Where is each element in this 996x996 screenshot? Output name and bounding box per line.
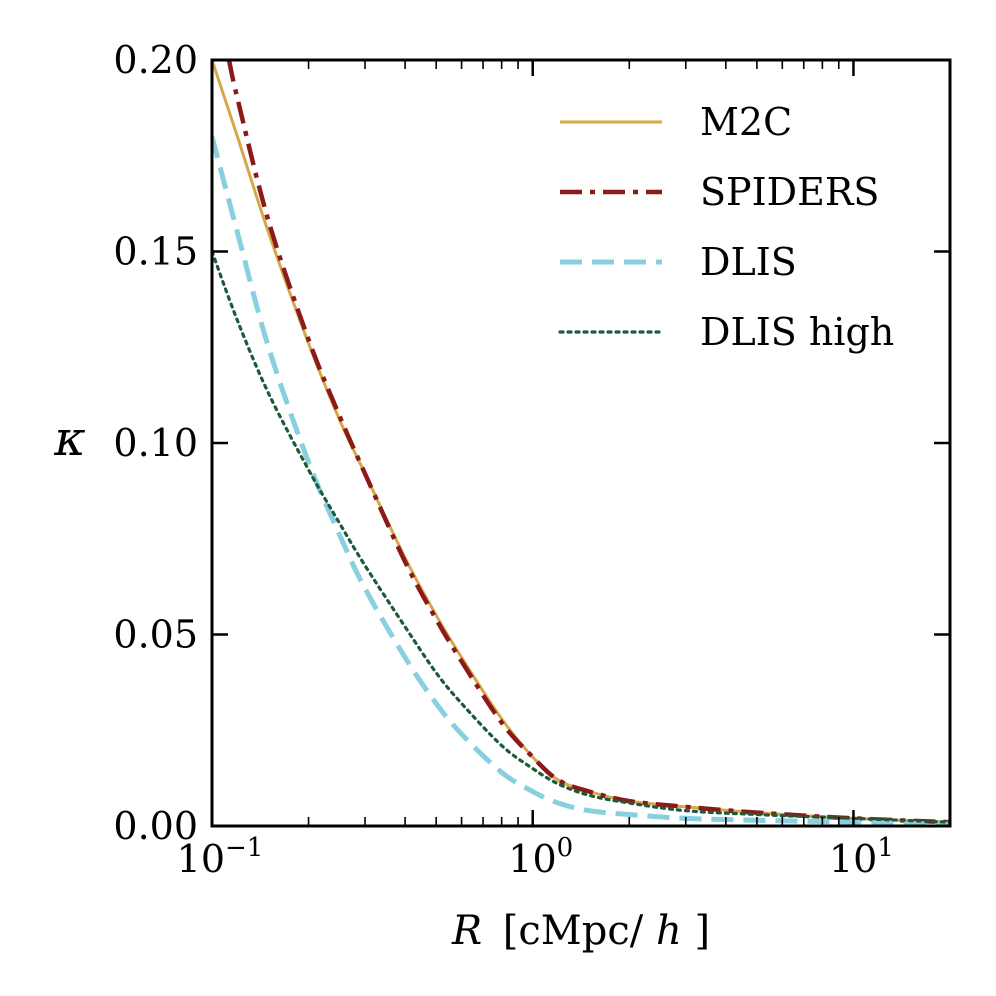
series-line-dlis <box>212 135 950 826</box>
y-tick-label: 0.10 <box>113 421 198 465</box>
x-tick-label: 10−1 <box>177 833 264 881</box>
x-tick-label: 101 <box>829 833 894 881</box>
series-layer <box>212 60 950 826</box>
series-line-spiders <box>226 60 950 825</box>
y-tick-label: 0.20 <box>113 38 198 82</box>
x-axis-label: R [cMpc/ h ] <box>451 908 710 954</box>
series-line-dlis-high <box>212 249 950 824</box>
legend-label: M2C <box>700 100 792 144</box>
y-tick-label: 0.00 <box>113 804 198 848</box>
legend-label: SPIDERS <box>700 170 879 214</box>
x-tick-label: 100 <box>508 833 573 881</box>
tick-labels: 0.00 0.05 0.10 0.15 0.20 10−1 100 101 <box>113 38 894 881</box>
x-axis-units-h: h <box>656 908 682 954</box>
x-axis-var: R <box>451 908 482 954</box>
y-axis-label: κ <box>53 411 85 467</box>
legend-label: DLIS high <box>700 310 894 354</box>
x-axis-units-end: ] <box>694 908 710 954</box>
legend-label: DLIS <box>700 240 797 284</box>
x-axis-units: [cMpc/ <box>503 908 644 954</box>
y-tick-label: 0.15 <box>113 230 198 274</box>
y-tick-label: 0.05 <box>113 613 198 657</box>
plot-frame <box>210 58 952 828</box>
legend: M2C SPIDERS DLIS DLIS high <box>558 100 894 354</box>
